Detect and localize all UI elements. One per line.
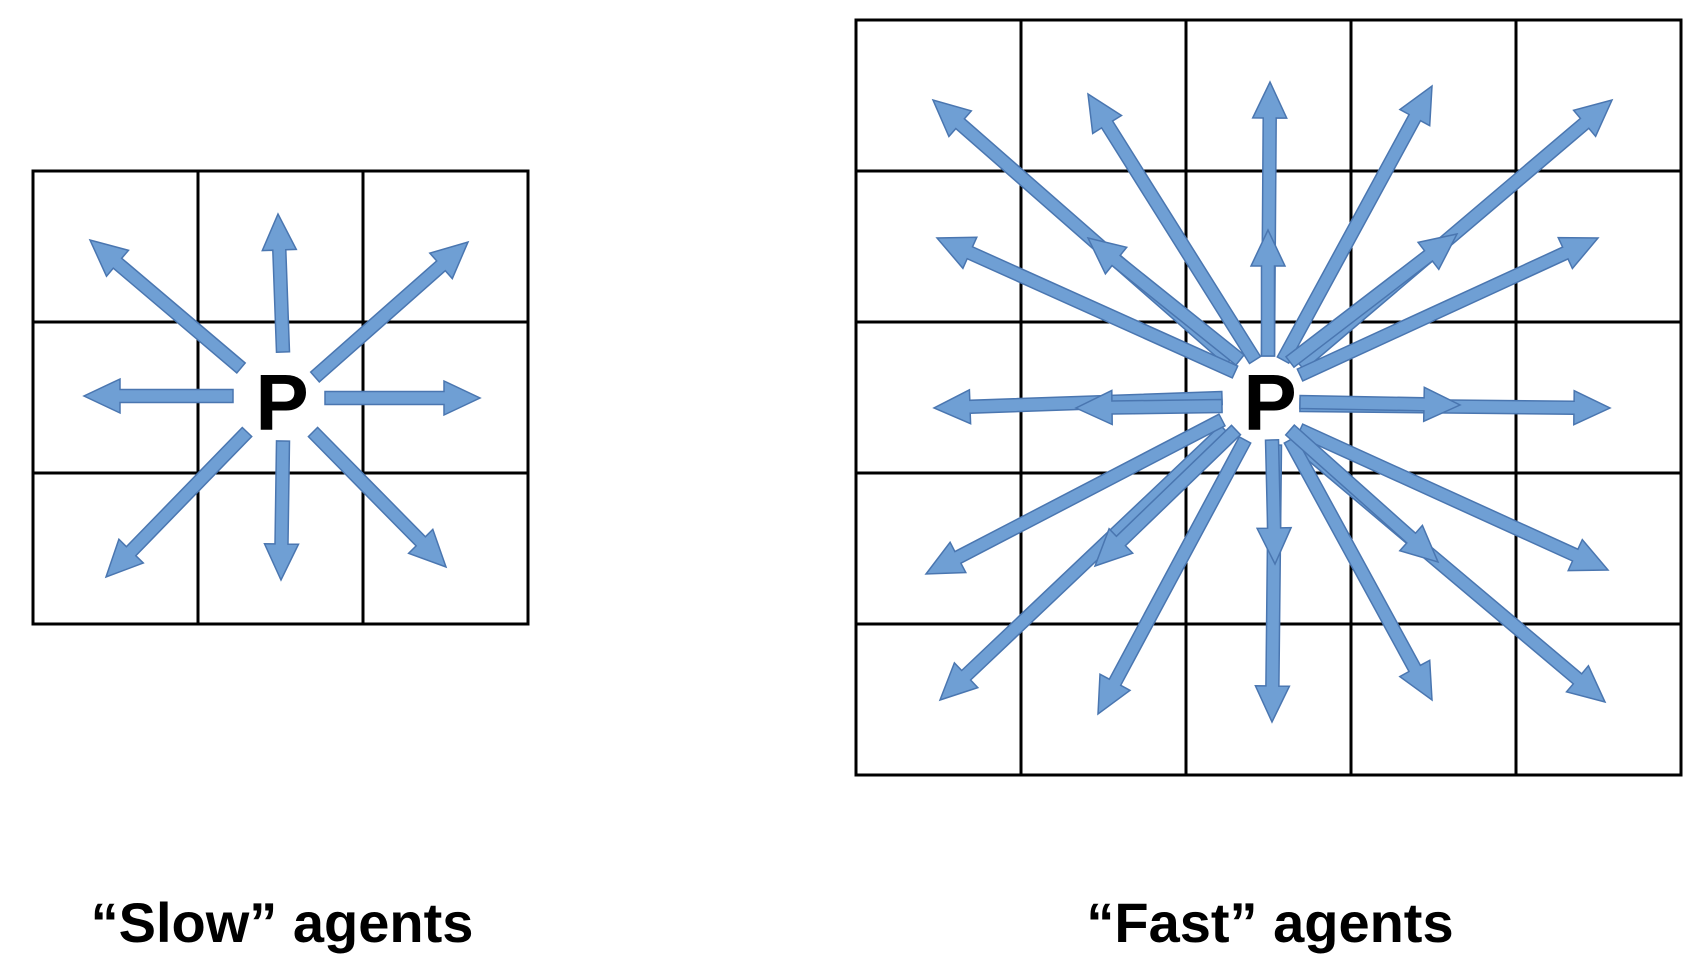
fast-direction-arrow: [1086, 236, 1246, 367]
slow-direction-arrow: [88, 238, 247, 375]
fast-grid-cell: [854, 320, 1023, 475]
slow-direction-arrow: [324, 379, 482, 417]
fast-grid-cell: [1349, 622, 1518, 777]
fast-direction-arrow: [935, 236, 1239, 379]
slow-direction-arrow: [104, 426, 253, 579]
fast-grid-cell: [1514, 622, 1683, 777]
fast-agent-label: P: [1243, 358, 1296, 447]
fast-grid-cell: [1019, 18, 1188, 173]
slow-grid-cell: [361, 169, 530, 324]
slow-arrows: [82, 212, 482, 582]
fast-direction-arrow: [1254, 444, 1291, 724]
fast-direction-arrow: [1249, 228, 1287, 357]
fast-direction-arrow: [1284, 424, 1440, 564]
fast-direction-arrow: [1074, 389, 1223, 426]
slow-direction-arrow: [82, 377, 234, 415]
fast-grid-cell: [1514, 169, 1683, 324]
slow-direction-arrow: [263, 440, 300, 582]
fast-direction-arrow: [1276, 84, 1433, 365]
fast-grid-cell: [1514, 471, 1683, 626]
fast-direction-arrow: [924, 413, 1227, 575]
slow-grid-cell: [361, 471, 530, 626]
slow-agent-label: P: [255, 358, 308, 447]
fast-direction-arrow: [1097, 435, 1252, 716]
fast-grid-cell: [1514, 320, 1683, 475]
fast-direction-arrow: [1284, 232, 1459, 369]
fast-agents-panel: P “Fast” agents: [854, 18, 1683, 954]
fast-grid-cell: [854, 471, 1023, 626]
fast-direction-arrow: [1255, 439, 1293, 566]
fast-direction-arrow: [1296, 423, 1610, 572]
fast-direction-arrow: [1296, 236, 1600, 382]
fast-direction-arrow: [1087, 92, 1262, 365]
fast-grid-cell: [1349, 18, 1518, 173]
fast-direction-arrow: [1283, 435, 1433, 702]
fast-direction-arrow: [1299, 386, 1462, 423]
fast-direction-arrow: [1093, 424, 1242, 568]
slow-agents-caption: “Slow” agents: [91, 891, 474, 954]
fast-grid-cell: [854, 169, 1023, 324]
slow-direction-arrow: [261, 212, 298, 353]
fast-agents-caption: “Fast” agents: [1086, 891, 1453, 954]
fast-arrows: [924, 80, 1614, 724]
slow-direction-arrow: [309, 240, 470, 383]
fast-grid-cell: [1514, 18, 1683, 173]
slow-direction-arrow: [307, 426, 448, 569]
slow-agents-panel: P “Slow” agents: [31, 169, 530, 954]
